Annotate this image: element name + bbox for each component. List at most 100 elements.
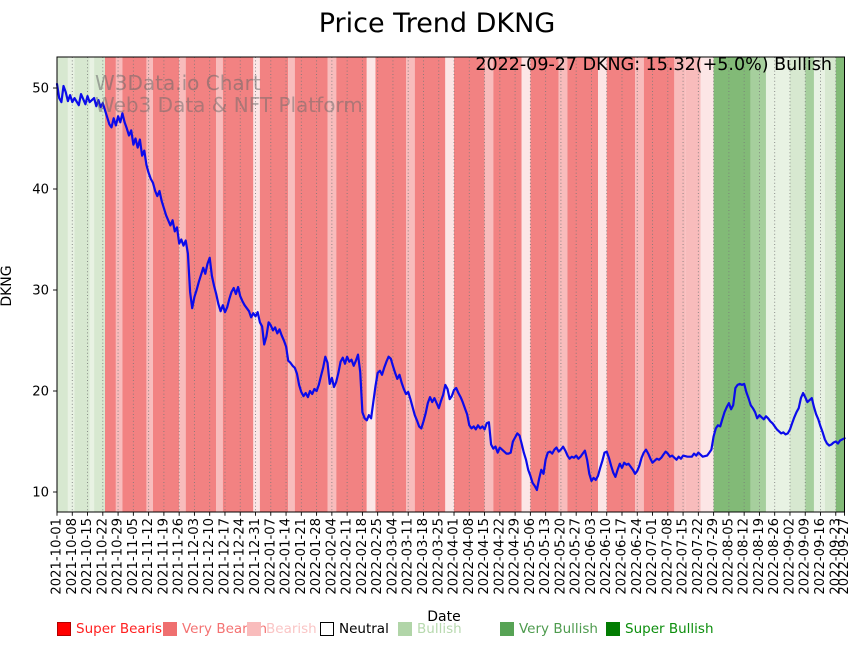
sentiment-band-bearish_weak xyxy=(366,57,376,512)
sentiment-band-bullish_weak xyxy=(67,57,75,512)
x-tick-label: 2021-10-15 xyxy=(80,518,95,595)
x-tick-label: 2021-10-29 xyxy=(111,518,126,595)
sentiment-band-bearish_strong xyxy=(530,57,559,512)
x-tick-label: 2021-11-19 xyxy=(156,518,171,595)
sentiment-band-bullish_weak xyxy=(813,57,825,512)
x-tick-label: 2022-03-25 xyxy=(431,518,446,595)
chart-title: Price Trend DKNG xyxy=(318,8,556,39)
x-tick-label: 2021-10-01 xyxy=(50,518,65,595)
price-line xyxy=(55,82,846,492)
sentiment-band-bearish_strong xyxy=(104,57,116,512)
x-tick-label: 2022-01-28 xyxy=(309,518,324,595)
sentiment-band-bullish xyxy=(824,57,836,512)
x-tick-label: 2021-11-26 xyxy=(172,518,187,595)
x-tick-label: 2022-02-25 xyxy=(370,518,385,595)
legend-label-bullish: Bullish xyxy=(417,621,462,637)
legend-swatch-super-bearish xyxy=(57,622,71,636)
legend-label-super-bearish: Super Bearish xyxy=(76,621,171,637)
legend-item-very-bearish: Very Bearish xyxy=(163,620,267,638)
legend-label-neutral: Neutral xyxy=(339,621,389,637)
legend-label-bearish: Bearish xyxy=(266,621,317,637)
legend-swatch-very-bearish xyxy=(163,622,177,636)
x-tick-label: 2022-06-10 xyxy=(599,518,614,595)
x-tick-label: 2021-12-03 xyxy=(187,518,202,595)
sentiment-band-bearish_weak xyxy=(700,57,714,512)
legend-item-very-bullish: Very Bullish xyxy=(500,620,598,638)
sentiment-band-bearish xyxy=(674,57,686,512)
x-tick-label: 2022-09-27 xyxy=(837,518,851,595)
sentiment-band-bearish xyxy=(484,57,494,512)
x-tick-label: 2022-05-20 xyxy=(553,518,568,595)
sentiment-band-bearish_strong xyxy=(259,57,289,512)
x-tick-label: 2022-07-08 xyxy=(660,518,675,595)
legend-item-super-bearish: Super Bearish xyxy=(57,620,171,638)
x-tick-label: 2021-11-05 xyxy=(126,518,141,595)
sentiment-band-bullish_mid xyxy=(805,57,814,512)
sentiment-band-bearish_strong xyxy=(643,57,675,512)
sentiment-band-bearish_strong xyxy=(222,57,254,512)
legend: Super Bearish Very Bearish Bearish Neutral B… xyxy=(0,620,851,640)
x-tick-label: 2022-06-17 xyxy=(614,518,629,595)
x-tick-label: 2022-05-27 xyxy=(569,518,584,595)
x-tick-label: 2022-08-19 xyxy=(752,518,767,595)
sentiment-band-bullish_mid xyxy=(750,57,766,512)
legend-swatch-bearish xyxy=(247,622,261,636)
sentiment-band-bearish_strong xyxy=(567,57,598,512)
sentiment-band-bearish_weak xyxy=(445,57,455,512)
sentiment-band-bearish_weak xyxy=(521,57,531,512)
sentiment-band-bullish xyxy=(94,57,105,512)
sentiment-band-bearish xyxy=(216,57,223,512)
x-tick-label: 2022-09-23 xyxy=(828,518,843,595)
x-tick-label: 2021-12-31 xyxy=(248,518,263,595)
x-tick-label: 2022-08-12 xyxy=(737,518,752,595)
y-tick-label: 10 xyxy=(32,486,49,501)
sentiment-band-bearish_weak xyxy=(253,57,260,512)
legend-swatch-neutral xyxy=(320,622,334,636)
x-tick-label: 2022-06-24 xyxy=(630,518,645,595)
sentiment-band-bearish xyxy=(685,57,701,512)
sentiment-band-bearish_strong xyxy=(375,57,407,512)
sentiment-band-bullish_strong xyxy=(713,57,751,512)
sentiment-band-bearish_strong xyxy=(493,57,522,512)
x-tick-label: 2021-10-22 xyxy=(95,518,110,595)
x-tick-label: 2022-07-15 xyxy=(676,518,691,595)
legend-swatch-super-bullish xyxy=(606,622,620,636)
sentiment-band-bearish_weak xyxy=(597,57,607,512)
legend-swatch-very-bullish xyxy=(500,622,514,636)
sentiment-band-bullish xyxy=(57,57,68,512)
annotation-text: 2022-09-27 DKNG: 15.32(+5.0%) Bullish xyxy=(475,55,832,75)
x-tick-label: 2022-07-29 xyxy=(706,518,721,595)
sentiment-band-bullish xyxy=(789,57,806,512)
x-tick-label: 2022-08-05 xyxy=(721,518,736,595)
x-tick-label: 2022-01-21 xyxy=(294,518,309,595)
sentiment-band-bearish xyxy=(406,57,415,512)
sentiment-band-bearish_strong xyxy=(185,57,217,512)
plot-border xyxy=(56,56,845,513)
watermark-line2: Web3 Data & NFT Platform xyxy=(95,93,363,117)
sentiment-band-bearish_strong xyxy=(152,57,180,512)
sentiment-band-bearish xyxy=(558,57,568,512)
x-tick-label: 2021-12-24 xyxy=(233,518,248,595)
legend-swatch-bullish xyxy=(398,622,412,636)
x-tick-label: 2022-04-01 xyxy=(447,518,462,595)
sentiment-band-bearish xyxy=(115,57,123,512)
sentiment-band-bearish_strong xyxy=(294,57,328,512)
y-tick-label: 20 xyxy=(32,385,49,400)
x-tick-label: 2021-12-17 xyxy=(217,518,232,595)
legend-label-very-bearish: Very Bearish xyxy=(182,621,268,637)
legend-label-very-bullish: Very Bullish xyxy=(519,621,598,637)
sentiment-band-bearish_strong xyxy=(122,57,147,512)
sentiment-band-bullish_weak xyxy=(765,57,790,512)
sentiment-band-bearish_strong xyxy=(336,57,367,512)
sentiment-band-bullish_weak xyxy=(89,57,95,512)
legend-item-super-bullish: Super Bullish xyxy=(606,620,714,638)
sentiment-band-bearish_strong xyxy=(414,57,446,512)
y-tick-label: 40 xyxy=(32,183,49,198)
x-tick-label: 2022-04-08 xyxy=(462,518,477,595)
legend-item-bearish: Bearish xyxy=(247,620,317,638)
legend-item-neutral: Neutral xyxy=(320,620,389,638)
x-tick-label: 2022-05-13 xyxy=(538,518,553,595)
sentiment-band-bearish_strong xyxy=(606,57,636,512)
